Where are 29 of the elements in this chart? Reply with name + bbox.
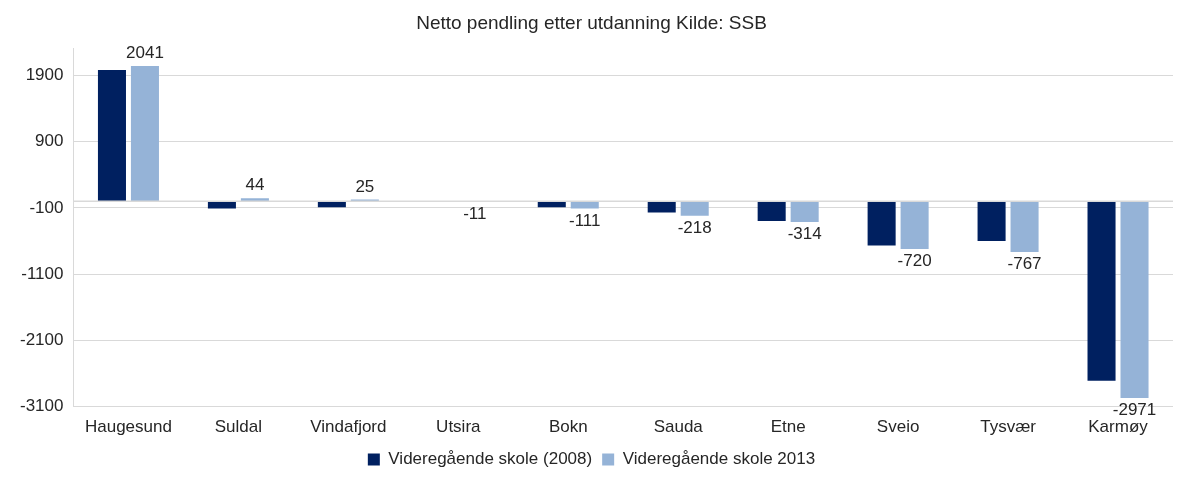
data-label: 44 [245, 175, 265, 195]
data-label: -218 [677, 217, 712, 237]
x-tick-label: Haugesund [84, 417, 172, 437]
y-tick-label: -100 [29, 197, 64, 217]
data-label: -111 [569, 210, 601, 230]
x-tick-label: Vindafjord [310, 417, 387, 437]
data-label: -720 [897, 251, 932, 271]
y-tick-label: -3100 [20, 396, 64, 416]
x-tick-label: Karmøy [1088, 417, 1149, 437]
data-label: -2971 [1112, 400, 1157, 420]
x-tick-label: Suldal [214, 417, 263, 437]
chart-title: Netto pendling etter utdanning Kilde: SSB [416, 11, 767, 33]
y-tick-label: 900 [35, 131, 64, 151]
data-label: -11 [463, 204, 487, 224]
x-tick-label: Sauda [653, 417, 704, 437]
x-tick-label: Tysvær [980, 417, 1037, 437]
data-label: 2041 [126, 43, 164, 63]
x-tick-label: Bokn [548, 417, 588, 437]
x-tick-label: Sveio [876, 417, 920, 437]
legend-label: Videregående skole (2008) [388, 449, 593, 469]
legend-label: Videregående skole 2013 [622, 449, 816, 469]
x-tick-label: Utsira [436, 417, 482, 437]
y-tick-label: 1900 [25, 64, 64, 84]
data-label: 25 [355, 176, 375, 196]
y-tick-label: -2100 [20, 330, 64, 350]
x-tick-label: Etne [770, 417, 806, 437]
y-tick-label: -1100 [21, 263, 64, 283]
data-label: -767 [1007, 254, 1042, 274]
data-label: -314 [787, 224, 822, 244]
